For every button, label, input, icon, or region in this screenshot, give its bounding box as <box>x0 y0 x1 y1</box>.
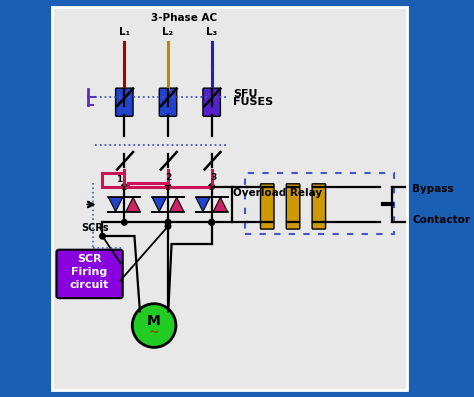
FancyBboxPatch shape <box>56 250 123 298</box>
Text: L₁: L₁ <box>119 27 130 37</box>
Text: SCRs: SCRs <box>82 223 109 233</box>
FancyBboxPatch shape <box>261 184 274 229</box>
Text: SCR: SCR <box>77 254 102 264</box>
Circle shape <box>209 220 214 225</box>
Circle shape <box>100 233 105 239</box>
Text: Contactor: Contactor <box>412 215 470 225</box>
Polygon shape <box>109 197 123 212</box>
FancyBboxPatch shape <box>286 184 300 229</box>
Text: FUSES: FUSES <box>234 97 273 107</box>
FancyBboxPatch shape <box>203 88 220 116</box>
Polygon shape <box>170 197 184 212</box>
FancyBboxPatch shape <box>159 88 177 116</box>
Text: L₃: L₃ <box>206 27 217 37</box>
Bar <box>246 173 394 234</box>
Circle shape <box>209 220 214 225</box>
Polygon shape <box>152 197 166 212</box>
Circle shape <box>121 220 127 225</box>
Polygon shape <box>213 197 228 212</box>
Polygon shape <box>126 197 140 212</box>
Circle shape <box>165 220 171 225</box>
Text: Firing: Firing <box>72 267 108 277</box>
Circle shape <box>165 224 171 229</box>
Text: 2: 2 <box>165 173 171 182</box>
Text: M: M <box>147 314 161 328</box>
Circle shape <box>132 304 176 347</box>
Circle shape <box>165 220 171 225</box>
Text: 3: 3 <box>210 173 217 182</box>
Circle shape <box>121 184 127 189</box>
Text: L₂: L₂ <box>163 27 173 37</box>
Text: ~: ~ <box>149 326 159 339</box>
Circle shape <box>209 184 214 189</box>
Text: circuit: circuit <box>70 279 109 290</box>
Text: Overload Relay: Overload Relay <box>234 187 323 198</box>
FancyBboxPatch shape <box>312 184 326 229</box>
Circle shape <box>165 184 171 189</box>
FancyBboxPatch shape <box>52 7 407 390</box>
FancyBboxPatch shape <box>116 88 133 116</box>
Text: Bypass: Bypass <box>412 183 454 194</box>
Text: SFU: SFU <box>234 89 258 99</box>
Text: 1: 1 <box>117 175 123 184</box>
Polygon shape <box>196 197 210 212</box>
Text: 3-Phase AC: 3-Phase AC <box>151 13 217 23</box>
